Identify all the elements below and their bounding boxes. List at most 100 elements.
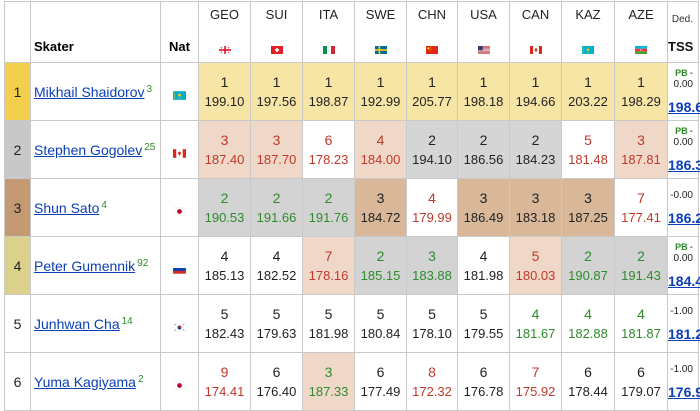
deduction-row: PB-0.00 — [668, 68, 693, 90]
judge-points: 179.99 — [407, 211, 457, 224]
judge-placement: 5 — [458, 307, 509, 321]
judge-placement: 3 — [251, 133, 302, 147]
tss-cell: -0.00 186.20 — [668, 179, 699, 237]
judge-points: 179.63 — [251, 327, 302, 340]
judge-placement: 2 — [199, 191, 250, 205]
judge-placement: 1 — [407, 75, 457, 89]
judge-points: 180.03 — [510, 269, 561, 282]
japan-flag-icon — [173, 203, 186, 212]
judge-header-swe: SWE — [355, 2, 407, 63]
judge-points: 185.15 — [355, 269, 406, 282]
judge-points: 182.52 — [251, 269, 302, 282]
judge-code: GEO — [199, 7, 250, 22]
judge-points: 186.49 — [458, 211, 509, 224]
judge-points: 178.16 — [303, 269, 354, 282]
judge-points: 176.40 — [251, 385, 302, 398]
judge-placement: 2 — [458, 133, 509, 147]
judge-placement: 3 — [199, 133, 250, 147]
tss-cell: PB-0.00 198.64 — [668, 63, 699, 121]
canada-flag-icon — [530, 41, 542, 49]
judge-points: 180.84 — [355, 327, 406, 340]
judge-header-ita: ITA — [303, 2, 355, 63]
judge-points: 184.23 — [510, 153, 561, 166]
tss-total-link[interactable]: 181.20 — [668, 326, 693, 342]
deduction-row: PB-0.00 — [668, 242, 693, 264]
judge-points: 178.10 — [407, 327, 457, 340]
switzerland-flag-icon — [271, 41, 283, 49]
skater-link[interactable]: Shun Sato — [34, 200, 99, 216]
judge-placement: 3 — [615, 133, 667, 147]
judge-points: 190.87 — [562, 269, 614, 282]
skater-link[interactable]: Mikhail Shaidorov — [34, 84, 145, 100]
deduction-row: -0.00 — [668, 190, 693, 201]
judge-placement: 3 — [355, 191, 406, 205]
results-table: Skater Nat GEO SUI ITA SWE CHN USA CAN K… — [4, 1, 699, 411]
judge-score-cell: 4 179.99 — [407, 179, 458, 237]
judge-placement: 7 — [510, 365, 561, 379]
judge-code: SWE — [355, 7, 406, 22]
judge-header-kaz: KAZ — [562, 2, 615, 63]
skater-link[interactable]: Peter Gumennik — [34, 258, 135, 274]
skater-link[interactable]: Stephen Gogolev — [34, 142, 142, 158]
judge-placement: 2 — [303, 191, 354, 205]
tss-total-link[interactable]: 198.64 — [668, 99, 693, 115]
pb-badge: PB — [675, 126, 688, 136]
judge-points: 194.10 — [407, 153, 457, 166]
canada-flag-icon — [173, 145, 186, 154]
italy-flag-icon — [323, 41, 335, 49]
judge-placement: 1 — [562, 75, 614, 89]
usa-flag-icon — [478, 41, 490, 49]
judge-points: 191.66 — [251, 211, 302, 224]
nat-cell — [161, 121, 199, 179]
judge-code: ITA — [303, 7, 354, 22]
judge-points: 178.23 — [303, 153, 354, 166]
tss-total-link[interactable]: 184.49 — [668, 273, 693, 289]
tss-total-link[interactable]: 176.99 — [668, 384, 693, 400]
judge-header-sui: SUI — [251, 2, 303, 63]
judge-placement: 4 — [407, 191, 457, 205]
judge-placement: 3 — [407, 249, 457, 263]
judge-points: 179.07 — [615, 385, 667, 398]
rank-header — [5, 2, 31, 63]
rank-cell: 5 — [5, 295, 31, 353]
tss-total-link[interactable]: 186.20 — [668, 210, 693, 226]
tss-total-link[interactable]: 186.37 — [668, 157, 693, 173]
judge-points: 187.81 — [615, 153, 667, 166]
judge-placement: 1 — [303, 75, 354, 89]
judge-points: 181.87 — [615, 327, 667, 340]
judge-placement: 2 — [355, 249, 406, 263]
nat-cell — [161, 295, 199, 353]
judge-placement: 7 — [303, 249, 354, 263]
tss-cell: PB-0.00 184.49 — [668, 237, 699, 295]
skater-link[interactable]: Yuma Kagiyama — [34, 374, 136, 390]
skater-link[interactable]: Junhwan Cha — [34, 316, 120, 332]
tss-header: Ded.TSS — [668, 2, 699, 63]
judge-placement: 5 — [251, 307, 302, 321]
korea-flag-icon — [173, 319, 186, 328]
judge-points: 176.78 — [458, 385, 509, 398]
judge-header-can: CAN — [510, 2, 562, 63]
nat-cell — [161, 237, 199, 295]
